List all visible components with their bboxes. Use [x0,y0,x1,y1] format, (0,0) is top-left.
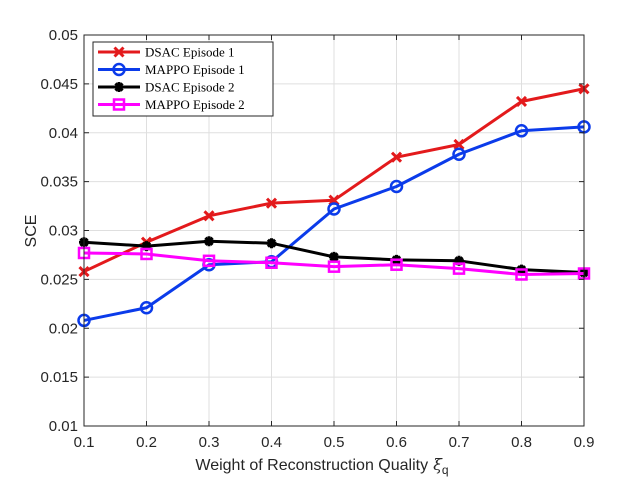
data-point [266,238,277,249]
data-point [452,262,466,275]
y-tick-label: 0.045 [40,76,78,93]
legend-marker [113,46,125,58]
legend-marker [114,82,124,92]
data-point [390,258,403,271]
data-point [141,241,152,252]
series-2 [77,120,591,328]
y-tick-label: 0.03 [49,223,78,240]
tick-labels: 0.1 0.2 0.3 0.4 0.5 0.6 0.7 0.8 0.9 0.01 0.015 0.02… [40,27,594,451]
y-tick-label: 0.015 [40,369,78,386]
legend-marker [112,62,126,77]
x-tick-label: 0.6 [386,434,407,451]
data-point [329,251,339,262]
data-point [265,256,278,270]
legend-items: DSAC Episode 1 MAPPO Episode 1 DSAC Episod… [98,45,245,112]
y-axis-label: SCE [23,215,40,248]
x-axis-label: Weight of Reconstruction Quality ξq [195,455,448,477]
legend: DSAC Episode 1 MAPPO Episode 1 DSAC Episod… [92,41,274,117]
x-tick-label: 0.9 [574,434,595,451]
data-point [453,138,465,151]
data-point [515,95,528,108]
x-tick-label: 0.5 [324,434,345,451]
y-tick-label: 0.025 [40,271,78,288]
x-tick-label: 0.7 [449,434,470,451]
x-axis-label-symbol: ξ [433,455,443,474]
x-axis-label-subscript: q [442,463,449,477]
legend-label: DSAC Episode 2 [145,80,235,95]
series-layer [77,83,591,328]
data-point [454,255,464,266]
y-tick-label: 0.01 [49,418,78,435]
y-tick-label: 0.035 [40,174,78,191]
data-point [203,210,215,222]
data-point [204,236,214,247]
x-tick-label: 0.3 [199,434,220,451]
x-tick-label: 0.4 [261,434,282,451]
y-tick-label: 0.04 [49,125,78,142]
data-point [139,300,154,315]
legend-label: DSAC Episode 1 [145,45,235,60]
data-point [389,179,404,194]
data-point [452,147,466,162]
data-point [140,247,153,261]
data-point [327,260,341,273]
y-tick-label: 0.05 [49,27,78,44]
series-line [83,125,585,322]
data-point [265,197,278,209]
x-axis-label-text: Weight of Reconstruction Quality [195,457,428,474]
series-line [83,251,585,276]
legend-entry: MAPPO Episode 1 [98,62,245,77]
data-point [515,268,528,281]
data-point [327,202,341,216]
legend-entry: MAPPO Episode 2 [98,97,245,112]
data-point [390,151,403,163]
y-tick-label: 0.02 [49,320,78,337]
legend-marker [112,98,126,111]
legend-label: MAPPO Episode 2 [145,97,245,112]
legend-entry: DSAC Episode 2 [98,80,235,95]
data-point [514,124,529,138]
x-tick-label: 0.2 [136,434,157,451]
data-point [202,254,216,268]
legend-entry: DSAC Episode 1 [98,45,235,60]
x-tick-label: 0.1 [74,434,95,451]
x-tick-label: 0.8 [511,434,532,451]
legend-label: MAPPO Episode 1 [145,62,245,77]
